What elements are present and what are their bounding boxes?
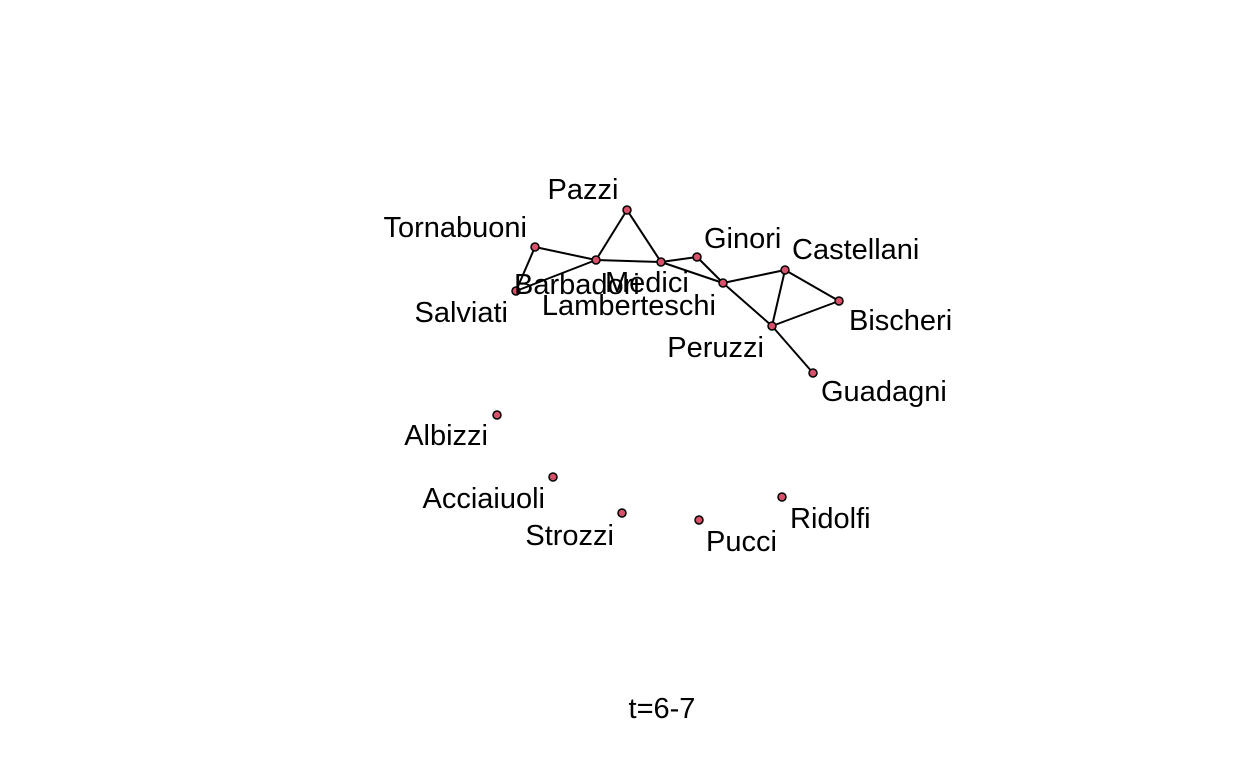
edge-bischeri-peruzzi <box>771 300 840 327</box>
node-pucci <box>694 515 704 525</box>
time-caption: t=6-7 <box>629 693 696 725</box>
node-ginori <box>692 252 702 262</box>
node-label-salviati: Salviati <box>415 297 509 329</box>
node-pazzi <box>622 205 632 215</box>
node-label-strozzi: Strozzi <box>525 520 614 552</box>
node-label-castellani: Castellani <box>792 234 919 266</box>
edge-castellani-peruzzi <box>771 269 786 327</box>
node-tornabuoni <box>530 242 540 252</box>
node-label-acciaiuoli: Acciaiuoli <box>423 483 546 515</box>
node-label-pucci: Pucci <box>706 526 777 558</box>
edge-barbadori-pazzi <box>595 209 628 261</box>
node-strozzi <box>617 508 627 518</box>
node-label-albizzi: Albizzi <box>404 420 488 452</box>
node-peruzzi <box>767 321 777 331</box>
node-bischeri <box>834 296 844 306</box>
node-label-bischeri: Bischeri <box>849 305 952 337</box>
node-ridolfi <box>777 492 787 502</box>
edge-castellani-bischeri <box>784 269 840 302</box>
node-label-guadagni: Guadagni <box>821 376 947 408</box>
node-label-medici: Medici <box>605 267 689 299</box>
node-label-pazzi: Pazzi <box>548 174 619 206</box>
node-medici <box>656 257 666 267</box>
edge-medici-lamberteschi <box>660 261 724 284</box>
node-label-peruzzi: Peruzzi <box>667 332 764 364</box>
edge-lamberteschi-peruzzi <box>722 282 773 327</box>
edge-layer <box>515 209 840 374</box>
node-label-lamberteschi: Lamberteschi <box>542 290 716 322</box>
edge-ginori-lamberteschi <box>696 256 724 284</box>
edge-peruzzi-guadagni <box>771 325 814 374</box>
node-albizzi <box>492 410 502 420</box>
node-lamberteschi <box>718 278 728 288</box>
node-label-barbadori: Barbadori <box>514 269 640 301</box>
node-castellani <box>780 265 790 275</box>
edge-medici-ginori <box>660 256 698 263</box>
edge-lamberteschi-castellani <box>722 269 786 284</box>
node-salviati <box>511 286 521 296</box>
edge-pazzi-medici <box>626 209 662 263</box>
node-guadagni <box>808 368 818 378</box>
node-label-tornabuoni: Tornabuoni <box>384 212 528 244</box>
node-acciaiuoli <box>548 472 558 482</box>
edge-tornabuoni-barbadori <box>534 246 597 261</box>
edge-barbadori-medici <box>595 259 662 263</box>
edge-salviati-barbadori <box>515 259 597 292</box>
node-layer <box>492 205 844 525</box>
edge-tornabuoni-salviati <box>515 246 536 292</box>
node-label-ginori: Ginori <box>704 223 781 255</box>
node-label-ridolfi: Ridolfi <box>790 503 871 535</box>
node-barbadori <box>591 255 601 265</box>
